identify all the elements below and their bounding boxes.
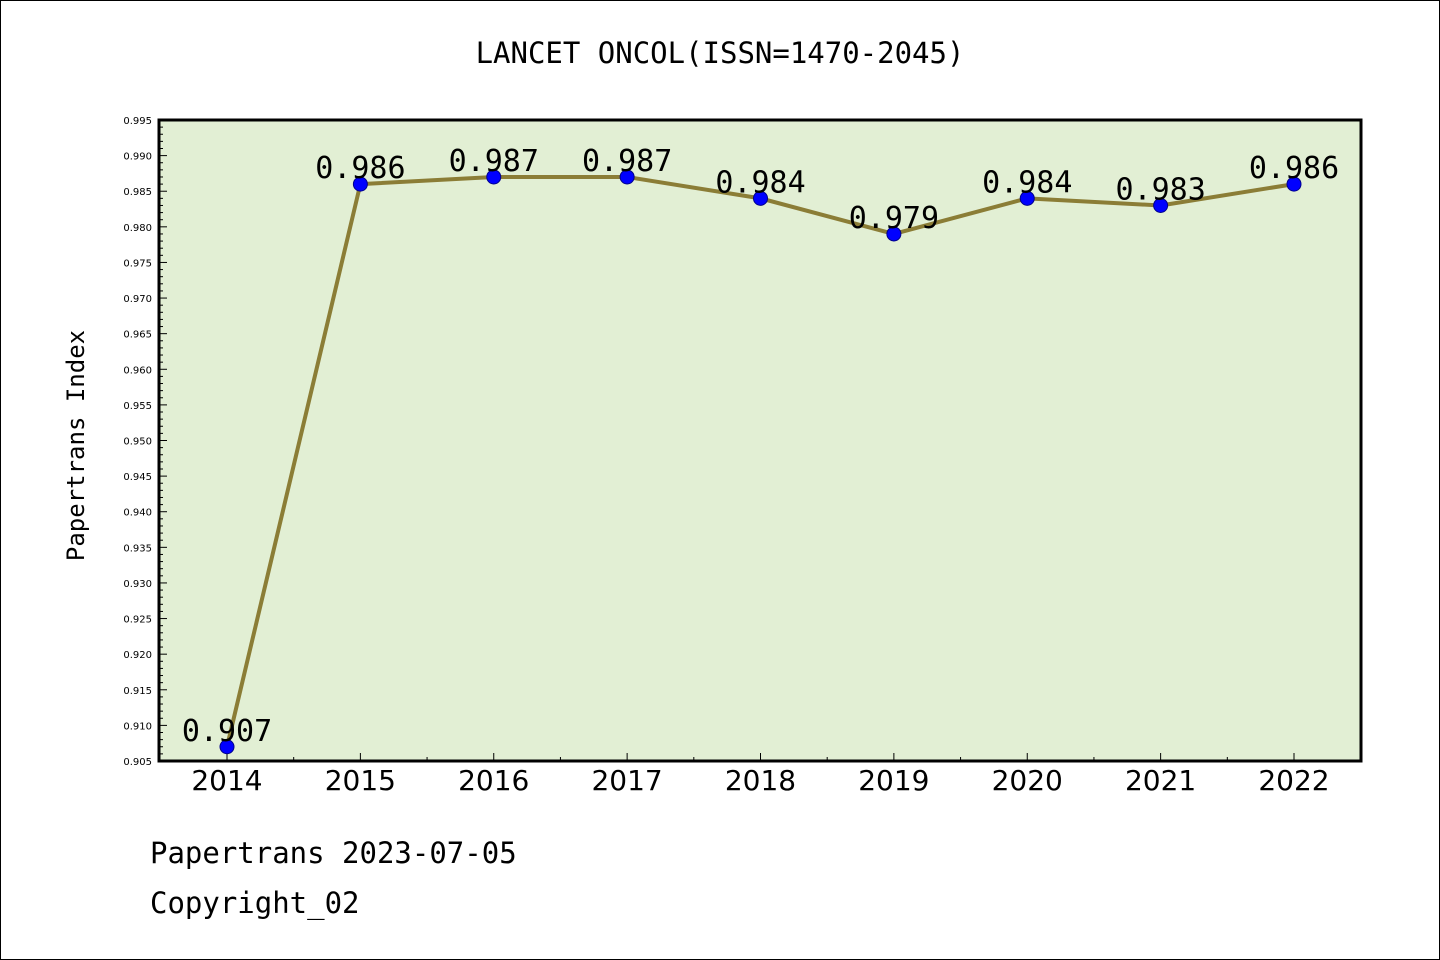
plot-area [159,120,1361,761]
data-point [352,176,368,192]
data-point [1286,176,1302,192]
data-point [486,169,502,185]
x-tick-label: 2018 [725,764,796,797]
data-point [619,169,635,185]
y-tick-label: 0.985 [123,187,152,198]
x-tick-label: 2021 [1125,764,1196,797]
y-tick-label: 0.915 [123,686,152,697]
y-axis-ticks: 0.905 0.910 0.915 0.920 0.925 0.930 0.935 0.940… [123,116,167,768]
data-label: 0.987 [582,144,672,179]
x-tick-label: 2016 [458,764,529,797]
plot-border [157,118,1363,763]
data-point [1019,190,1035,206]
y-tick-label: 0.940 [123,508,152,519]
y-tick-label: 0.955 [123,401,152,412]
y-tick-label: 0.930 [123,579,152,590]
y-tick-label: 0.965 [123,330,152,341]
data-label: 0.987 [449,144,539,179]
x-tick-label: 2017 [591,764,662,797]
data-label: 0.984 [982,165,1072,200]
y-tick-label: 0.995 [123,116,152,127]
data-label: 0.986 [1249,151,1339,186]
x-tick-label: 2019 [858,764,929,797]
x-tick-label: 2015 [325,764,396,797]
data-point [219,739,235,755]
y-tick-label: 0.980 [123,223,152,234]
y-tick-label: 0.975 [123,258,152,269]
y-axis-title: Papertrans Index [62,330,90,561]
series-layer [219,169,1302,755]
data-labels-layer: 0.907 0.986 0.987 0.987 0.984 0.979 0.984 0.983… [182,144,1339,749]
y-tick-label: 0.920 [123,650,152,661]
data-label: 0.986 [315,151,405,186]
data-point [886,226,902,242]
data-label: 0.983 [1115,172,1205,207]
y-tick-label: 0.950 [123,437,152,448]
y-tick-label: 0.910 [123,721,152,732]
footer-date: Papertrans 2023-07-05 [150,836,517,870]
data-label: 0.907 [182,714,272,749]
y-tick-label: 0.945 [123,472,152,483]
y-tick-label: 0.960 [123,365,152,376]
y-tick-label: 0.935 [123,543,152,554]
y-tick-label: 0.990 [123,152,152,163]
data-point [753,190,768,206]
x-tick-label: 2014 [191,764,262,797]
x-tick-label: 2022 [1258,764,1329,797]
y-tick-label: 0.970 [123,294,152,305]
data-point [1153,197,1169,213]
y-tick-label: 0.905 [123,757,152,768]
footer-copyright: Copyright_02 [150,886,360,920]
chart-title: LANCET ONCOL(ISSN=1470-2045) [475,36,965,70]
data-label: 0.979 [849,201,939,236]
y-tick-label: 0.925 [123,615,152,626]
x-axis-ticks: 2014 2015 2016 2017 2018 2019 2020 2021 2022 [191,753,1330,797]
data-label: 0.984 [715,165,805,200]
x-tick-label: 2020 [992,764,1063,797]
